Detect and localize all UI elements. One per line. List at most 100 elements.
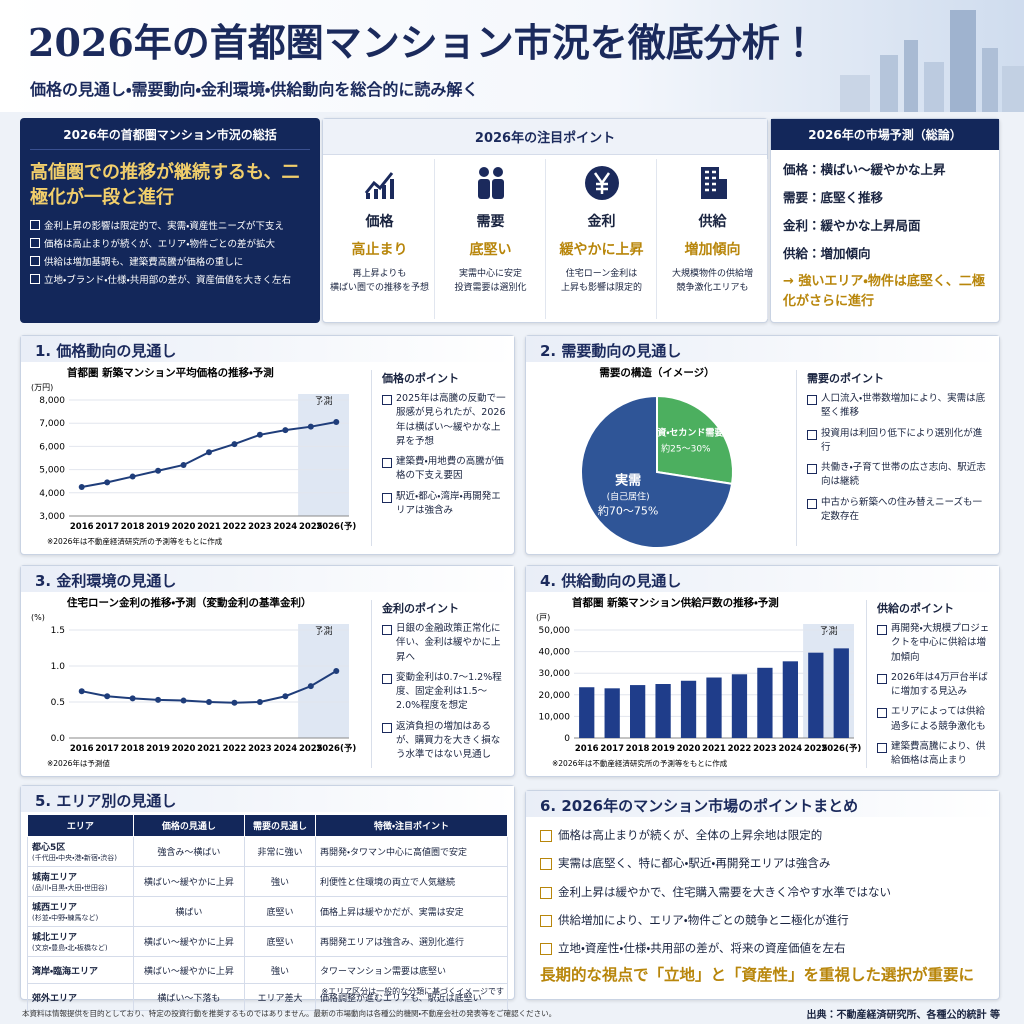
- x-tick-label: 2016: [70, 744, 94, 754]
- area-name: 城西エリア: [32, 903, 78, 913]
- x-tick-label: 2022: [223, 744, 247, 754]
- x-tick-label: 2025: [299, 522, 323, 532]
- price-cell: 横ばい～下落も: [132, 983, 246, 1011]
- area-districts: (杉並・中野・練馬など): [32, 914, 99, 922]
- bullet: 再開発・大規模プロジェクトを中心に供給は増加傾向: [877, 622, 991, 665]
- forecast: 2026年の市場予測（総論） 価格：横ばい～緩やかな上昇 需要：底堅く推移 金利：緩…: [770, 118, 1000, 323]
- y-tick-label: 20,000: [539, 691, 571, 701]
- x-tick-label: 2021: [197, 744, 221, 754]
- bullet: 実需は底堅く、特に都心・駅近・再開発エリアは強含み: [540, 855, 989, 872]
- chart-note: ※2026年は不動産経済研究所の予測等をもとに作成: [47, 536, 223, 546]
- axis-unit: (万円): [31, 383, 53, 392]
- highlight-item: 価格 高止まり 再上昇よりも 横ばい圏での推移を予想: [325, 159, 435, 319]
- bullet: 2026年は4万戸台半ばに増加する見込み: [877, 671, 991, 700]
- bullet: 建築費高騰により、供給価格は高止まり: [877, 740, 991, 769]
- highlight-label: 価格: [365, 214, 394, 230]
- forecast-line: 金利：緩やかな上昇局面: [783, 218, 921, 233]
- bullet: 日銀の金融政策正常化に伴い、金利は緩やかに上昇へ: [382, 622, 506, 665]
- forecast-heading: 2026年の市場予測（総論）: [771, 119, 999, 150]
- highlight-item: 供給 増加傾向 大規模物件の供給増 競争激化エリアも: [658, 159, 768, 319]
- axis-unit: (戸): [536, 613, 550, 622]
- highlight-status: 高止まり: [351, 242, 408, 258]
- price-cell: 強含み～横ばい: [132, 836, 246, 867]
- x-tick-label: 2026(予): [316, 744, 356, 754]
- chart-title: 住宅ローン金利の推移・予測（変動金利の基準金利）: [66, 596, 312, 609]
- point: [129, 695, 136, 702]
- highlights: 2026年の注目ポイント 価格 高止まり 再上昇よりも 横ばい圏での推移を予想 需要 底堅…: [322, 118, 768, 323]
- demand-cell: 強い: [244, 956, 316, 984]
- icon: [584, 166, 619, 200]
- point: [256, 699, 263, 705]
- bullet: 2025年は高騰の反動で一服感が見られたが、2026年は横ばい～緩やかな上昇を予…: [382, 392, 506, 449]
- area-section: 5. エリア別の見通し エリア 価格の見通し 需要の見通し 特徴・注目ポイント 都心5区…: [20, 785, 515, 1011]
- x-tick-label: 2019: [146, 744, 170, 754]
- area-table: エリア 価格の見通し 需要の見通し 特徴・注目ポイント 都心5区 (千代田・中央・港・新宿…: [27, 814, 509, 1011]
- area-cell: 城南エリア (品川・目黒・大田・世田谷): [27, 866, 134, 897]
- x-tick-label: 2016: [575, 744, 599, 754]
- highlight-status: 底堅い: [469, 242, 512, 258]
- section: 4. 供給動向の見通し 首都圏 新築マンション供給戸数の推移・予測 (戸) 予測 0 10…: [525, 565, 1000, 777]
- forecast-label: 予測: [315, 625, 333, 637]
- slice-value: 約25～30%: [661, 442, 711, 454]
- area-name: 城南エリア: [32, 873, 78, 883]
- summary-headline: 高値圏での推移が継続するも、二極化が一段と進行: [30, 162, 300, 209]
- x-tick-label: 2021: [197, 522, 221, 532]
- table-row: 都心5区 (千代田・中央・港・新宿・渋谷) 強含み～横ばい 非常に強い 再開発・タワマン…: [27, 836, 509, 867]
- disclaimer: 本資料は情報提供を目的としており、特定の投資行動を推奨するものではありません。最…: [22, 1009, 557, 1018]
- chart: 住宅ローン金利の推移・予測（変動金利の基準金利） (%) 予測 0.0 0.5 1.0 1.…: [31, 596, 356, 768]
- y-tick-label: 5,000: [39, 466, 65, 476]
- x-tick-label: 2020: [172, 522, 196, 532]
- feature-cell: 価格上昇は緩やかだが、実需は安定: [314, 896, 509, 927]
- bullet: 中古から新築への住み替えニーズも一定数存在: [807, 496, 991, 525]
- slice-value: 約70～75%: [598, 504, 658, 518]
- bullet: 建築費・用地費の高騰が価格の下支え要因: [382, 455, 506, 484]
- price-cell: 横ばい～緩やかに上昇: [132, 866, 246, 897]
- subtitle: 価格の見通し・需要動向・金利環境・供給動向を総合的に読み解く: [30, 80, 479, 99]
- chart-title: 首都圏 新築マンション供給戸数の推移・予測: [572, 596, 779, 609]
- x-tick-label: 2025: [299, 744, 323, 754]
- point: [206, 449, 212, 456]
- slice-label: 投資・セカンド需要: [648, 426, 723, 438]
- axis-unit: (%): [31, 613, 45, 622]
- highlight-label: 金利: [587, 214, 616, 230]
- chart: 首都圏 新築マンション供給戸数の推移・予測 (戸) 予測 0 10,000 20,000 3…: [536, 596, 861, 768]
- y-tick-label: 7,000: [39, 419, 65, 429]
- skyline: [840, 10, 1024, 112]
- points: 供給のポイント 再開発・大規模プロジェクトを中心に供給は増加傾向 2026年は4万戸…: [866, 600, 991, 768]
- section-title: 5. エリア別の見通し: [21, 786, 514, 812]
- demand-cell: 非常に強い: [244, 836, 316, 867]
- points: 需要のポイント 人口流入・世帯数増加により、実需は底堅く推移 投資用は利回り低下によ…: [796, 370, 991, 546]
- x-tick-label: 2023: [753, 744, 777, 754]
- x-tick-label: 2022: [728, 744, 752, 754]
- header: 2026年の首都圏マンション市況を徹底分析！ 価格の見通し・需要動向・金利環境・…: [0, 0, 1024, 112]
- desc-line: 横ばい圏での推移を予想: [329, 283, 429, 294]
- highlight-label: 供給: [698, 214, 727, 230]
- area-districts: (千代田・中央・港・新宿・渋谷): [32, 854, 117, 862]
- highlights-heading: 2026年の注目ポイント: [323, 119, 767, 155]
- icon: [700, 167, 727, 199]
- bullet: 価格は高止まりが続くが、全体の上昇余地は限定的: [540, 827, 989, 844]
- feature-cell: タワーマンション需要は底堅い: [314, 956, 509, 984]
- pie-slice: [656, 394, 734, 486]
- x-tick-label: 2017: [95, 744, 119, 754]
- table-header: 特徴・注目ポイント: [314, 814, 509, 837]
- price-cell: 横ばい～緩やかに上昇: [132, 926, 246, 957]
- wrapup: 6. 2026年のマンション市場のポイントまとめ 価格は高止まりが続くが、全体の…: [525, 790, 1000, 1000]
- section: 1. 価格動向の見通し 首都圏 新築マンション平均価格の推移・予測 (万円) 予測 3,…: [20, 335, 515, 555]
- area-name: 湾岸・臨海エリア: [32, 966, 99, 977]
- pie-slice: [580, 394, 734, 549]
- table-row: 城西エリア (杉並・中野・練馬など) 横ばい 底堅い 価格上昇は緩やかだが、実需は安定: [27, 896, 509, 927]
- bar: [782, 661, 798, 738]
- section-title: 4. 供給動向の見通し: [526, 566, 999, 592]
- bar: [833, 648, 849, 738]
- forecast-conclusion: → 強いエリア・物件は底堅く、二極化がさらに進行: [783, 274, 985, 309]
- area-cell: 郊外エリア: [27, 983, 134, 1011]
- chart-title: 首都圏 新築マンション平均価格の推移・予測: [67, 366, 274, 379]
- slice-note: (自己居住): [607, 491, 650, 503]
- x-tick-label: 2017: [600, 744, 624, 754]
- desc-line: 実需中心に安定: [458, 269, 522, 279]
- bullet: 供給は増加基調も、建築費高騰が価格の重しに: [30, 254, 310, 268]
- bullet: 共働き・子育て世帯の広さ志向、駅近志向は継続: [807, 461, 991, 490]
- bar: [757, 667, 773, 738]
